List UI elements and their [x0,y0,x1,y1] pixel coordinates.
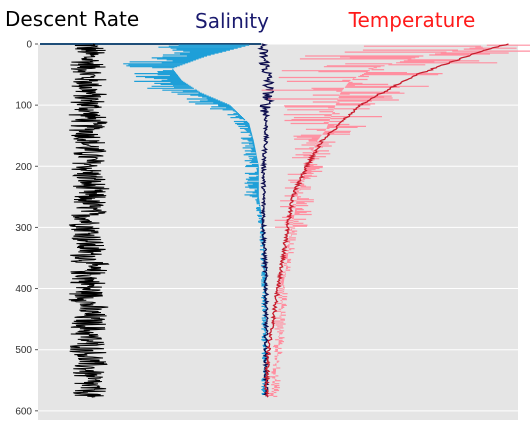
series-descent-rate [68,43,110,398]
y-tick-label-100: 100 [15,101,32,112]
title-descent-rate: Descent Rate [5,7,139,31]
temperature-mean-line [263,43,509,398]
y-tick-label-300: 300 [15,223,32,234]
series-temperature-raw [261,44,530,397]
y-tick-label-400: 400 [15,284,32,295]
series-salinity-mean [257,43,275,398]
y-tick-label-500: 500 [15,345,32,356]
descent-rate-line [68,43,110,398]
y-tick-label-600: 600 [15,406,32,417]
title-temperature: Temperature [348,8,476,32]
chart-titles: Descent Rate Salinity Temperature [5,7,475,33]
series-layer [40,43,530,398]
series-temperature-mean [263,43,509,398]
title-salinity: Salinity [195,9,269,33]
y-tick-label-0: 0 [26,40,32,51]
y-axis: 0 100 200 300 400 500 600 [15,40,38,417]
plot-background [38,44,518,420]
y-tick-label-200: 200 [15,162,32,173]
salinity-mean-line [257,43,275,398]
